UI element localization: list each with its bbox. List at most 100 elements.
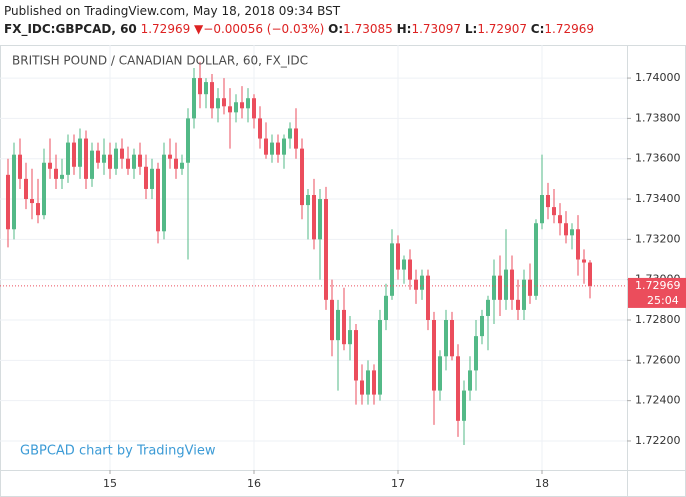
candle-body	[402, 259, 406, 270]
candle-body	[198, 78, 202, 95]
candle-body	[36, 203, 40, 216]
y-tick-label: 1.73800	[635, 111, 681, 124]
candle-body	[426, 275, 430, 320]
candle-body	[528, 279, 532, 296]
candle-body	[444, 320, 448, 357]
candle-body	[408, 259, 412, 280]
low: 1.72907	[477, 22, 527, 36]
y-tick-label: 1.72400	[635, 394, 681, 407]
candle-body	[150, 168, 154, 189]
candle-body	[330, 299, 334, 341]
candle-body	[534, 223, 538, 296]
candle-body	[108, 154, 112, 169]
candle-body	[432, 320, 436, 391]
candle-body	[144, 166, 148, 189]
candle-body	[66, 142, 70, 175]
candle-body	[312, 195, 316, 240]
candle-body	[504, 269, 508, 300]
candle-body	[348, 330, 352, 345]
candle-body	[474, 336, 478, 371]
candle-body	[72, 142, 76, 167]
close: 1.72969	[544, 22, 595, 36]
x-tick-label: 18	[535, 477, 549, 490]
close-label: C:	[530, 22, 545, 36]
candle-body	[246, 98, 250, 109]
candle-body	[126, 158, 130, 169]
candle-body	[396, 243, 400, 270]
candle-body	[48, 162, 52, 169]
candle-body	[480, 315, 484, 337]
candle-body	[234, 102, 238, 113]
symbol: FX_IDC:GBPCAD, 60	[4, 22, 137, 36]
candle-body	[384, 295, 388, 320]
candle-body	[102, 154, 106, 163]
low-label: L:	[464, 22, 478, 36]
candle-body	[174, 158, 178, 169]
candle-body	[138, 154, 142, 167]
candles	[6, 61, 592, 445]
candle-body	[60, 174, 64, 179]
candle-body	[438, 356, 442, 391]
y-tick-label: 1.73200	[635, 232, 681, 245]
candle-body	[114, 148, 118, 169]
y-tick-label: 1.73400	[635, 192, 681, 205]
candle-body	[90, 150, 94, 179]
candle-body	[228, 106, 232, 113]
candle-body	[540, 195, 544, 224]
candle-body	[204, 82, 208, 95]
candle-body	[522, 279, 526, 310]
high: 1.73097	[411, 22, 462, 36]
candle-body	[180, 162, 184, 169]
candle-body	[366, 370, 370, 395]
candle-body	[162, 154, 166, 232]
candle-body	[306, 195, 310, 206]
open: 1.73085	[343, 22, 393, 36]
candle-body	[18, 154, 22, 179]
candle-body	[582, 259, 586, 263]
candle-body	[300, 148, 304, 206]
high-label: H:	[396, 22, 412, 36]
x-tick-label: 16	[247, 477, 261, 490]
candle-body	[258, 118, 262, 139]
candle-body	[78, 138, 82, 167]
candle-body	[486, 299, 490, 316]
chart-title: BRITISH POUND / CANADIAN DOLLAR, 60, FX_…	[12, 54, 308, 68]
candle-body	[378, 320, 382, 395]
candle-body	[120, 148, 124, 159]
change: −0.00056 (−0.03%)	[203, 22, 325, 36]
candle-body	[6, 174, 10, 230]
candle-body	[54, 168, 58, 179]
y-tick-label: 1.72600	[635, 353, 681, 366]
last: 1.72969	[140, 22, 191, 36]
candle-body	[294, 128, 298, 149]
candle-body	[588, 262, 592, 286]
y-tick-label: 1.72800	[635, 313, 681, 326]
candle-body	[450, 320, 454, 357]
candle-body	[516, 299, 520, 310]
candle-body	[30, 199, 34, 204]
candle-body	[510, 269, 514, 300]
attribution: GBPCAD chart by TradingView	[20, 444, 216, 459]
y-tick-label: 1.72200	[635, 434, 681, 447]
header: Published on TradingView.com, May 18, 20…	[4, 2, 594, 38]
candle-body	[288, 128, 292, 139]
candle-body	[372, 370, 376, 395]
candle-body	[462, 390, 466, 421]
candle-body	[42, 162, 46, 216]
x-tick-label: 17	[391, 477, 405, 490]
candle-body	[276, 142, 280, 155]
candle-body	[456, 356, 460, 421]
candle-body	[186, 118, 190, 163]
frame	[0, 45, 686, 497]
y-tick-label: 1.74000	[635, 71, 681, 84]
candle-body	[216, 98, 220, 109]
candle-body	[318, 199, 322, 240]
candle-body	[24, 178, 28, 200]
candle-body	[12, 154, 16, 230]
candle-body	[468, 370, 472, 391]
open-label: O:	[328, 22, 344, 36]
candle-body	[282, 138, 286, 155]
candle-body	[96, 150, 100, 163]
